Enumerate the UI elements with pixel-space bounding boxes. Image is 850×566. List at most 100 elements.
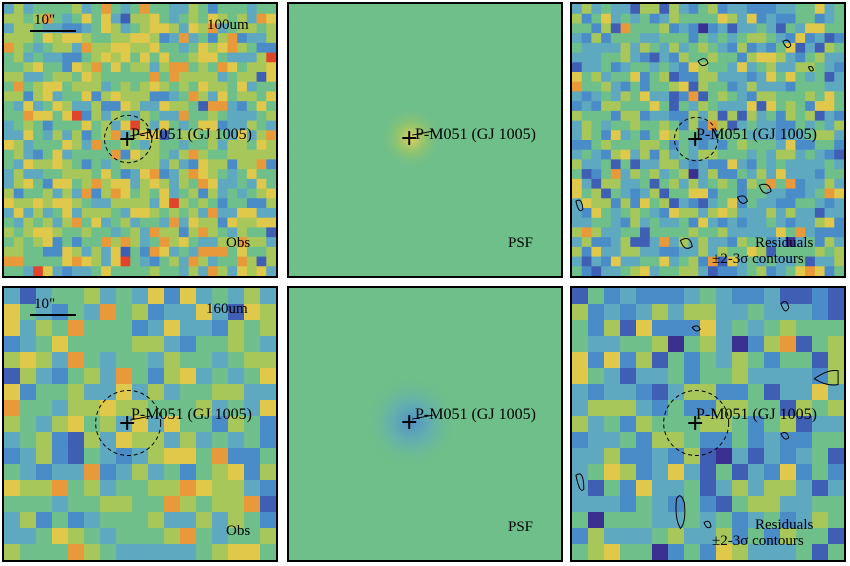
image-pixel [640, 149, 651, 161]
image-pixel [116, 528, 133, 545]
image-pixel [227, 72, 238, 83]
image-pixel [572, 227, 583, 238]
image-pixel [178, 227, 190, 238]
image-pixel [62, 188, 73, 199]
image-pixel [640, 140, 651, 151]
image-pixel [812, 336, 829, 353]
image-pixel [620, 256, 631, 267]
image-pixel [669, 101, 680, 112]
image-pixel [601, 198, 612, 209]
image-pixel [208, 208, 219, 219]
image-pixel [763, 368, 781, 385]
image-pixel [227, 351, 245, 369]
image-pixel [110, 42, 122, 54]
image-pixel [805, 42, 816, 54]
image-pixel [620, 101, 631, 112]
image-pixel [237, 13, 248, 25]
image-pixel [237, 188, 248, 199]
image-pixel [756, 169, 767, 180]
image-pixel [776, 110, 787, 122]
image-pixel [149, 208, 161, 219]
image-pixel [669, 4, 680, 15]
image-pixel [620, 13, 631, 25]
image-pixel [227, 304, 245, 321]
image-pixel [259, 511, 276, 529]
image-pixel [91, 33, 102, 44]
image-pixel [649, 198, 661, 209]
image-pixel [601, 4, 612, 15]
image-pixel [588, 383, 605, 401]
image-pixel [159, 159, 170, 170]
image-pixel [659, 169, 670, 180]
image-pixel [795, 130, 806, 141]
image-pixel [52, 159, 63, 170]
image-pixel [244, 543, 261, 560]
image-pixel [131, 304, 149, 321]
image-pixel [812, 528, 829, 545]
image-pixel [52, 72, 63, 83]
image-pixel [23, 237, 34, 248]
image-pixel [130, 237, 141, 248]
image-pixel [659, 140, 670, 151]
image-pixel [130, 62, 141, 73]
image-pixel [766, 169, 777, 180]
image-pixel [67, 336, 85, 353]
image-pixel [610, 246, 622, 258]
image-pixel [727, 256, 738, 267]
image-pixel [766, 42, 777, 54]
image-pixel [259, 336, 276, 353]
image-pixel [620, 169, 631, 180]
image-pixel [52, 304, 69, 321]
image-pixel [62, 42, 73, 54]
image-pixel [13, 23, 25, 34]
image-pixel [178, 149, 190, 161]
image-pixel [180, 528, 197, 545]
image-pixel [763, 479, 781, 497]
image-pixel [33, 42, 44, 54]
image-pixel [62, 217, 73, 229]
image-pixel [237, 237, 248, 248]
image-pixel [35, 447, 53, 465]
image-pixel [4, 217, 15, 229]
image-pixel [4, 23, 15, 34]
image-pixel [630, 140, 641, 151]
image-pixel [699, 496, 717, 513]
image-pixel [581, 42, 593, 54]
image-pixel [708, 110, 719, 122]
image-pixel [588, 528, 605, 545]
image-pixel [591, 188, 602, 199]
image-pixel [731, 511, 749, 529]
image-pixel [256, 149, 267, 161]
image-pixel [13, 256, 25, 267]
image-pixel [169, 42, 180, 54]
image-pixel [23, 81, 34, 93]
image-pixel [227, 140, 238, 151]
image-pixel [33, 208, 44, 219]
image-pixel [72, 246, 83, 258]
image-pixel [266, 72, 276, 83]
image-pixel [572, 256, 583, 267]
image-pixel [195, 319, 213, 337]
image-pixel [678, 256, 690, 267]
aperture-circle [95, 390, 162, 457]
image-pixel [67, 464, 85, 481]
image-pixel [780, 528, 797, 545]
image-pixel [130, 4, 141, 15]
image-pixel [101, 52, 112, 63]
image-pixel [763, 496, 781, 513]
image-pixel [620, 72, 631, 83]
image-pixel [81, 62, 93, 73]
image-pixel [630, 188, 641, 199]
image-pixel [780, 304, 797, 321]
image-pixel [780, 351, 797, 369]
image-pixel [120, 159, 131, 170]
image-pixel [246, 208, 258, 219]
image-pixel [814, 256, 826, 267]
image-pixel [827, 319, 844, 337]
image-pixel [72, 159, 83, 170]
image-pixel [652, 304, 669, 321]
image-pixel [163, 415, 181, 433]
image-pixel [776, 81, 787, 93]
image-pixel [588, 464, 605, 481]
image-pixel [780, 415, 797, 433]
